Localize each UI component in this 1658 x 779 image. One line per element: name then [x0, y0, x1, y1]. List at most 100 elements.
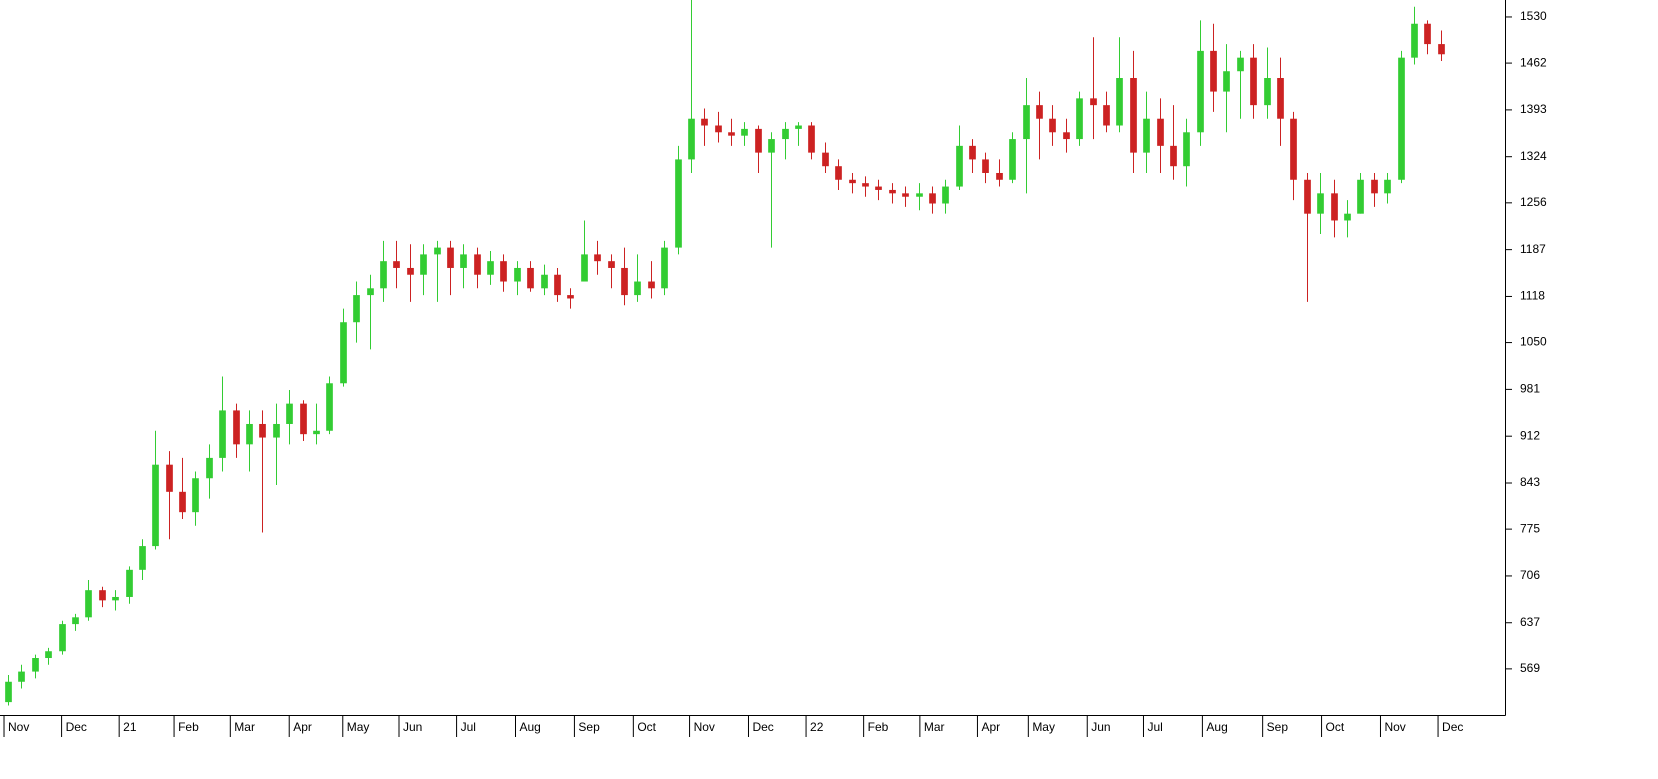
candle-body — [1331, 193, 1338, 221]
y-tick-label: 1393 — [1520, 102, 1547, 116]
candle-body — [487, 261, 494, 275]
candle-body — [1143, 118, 1150, 153]
candle-body — [18, 671, 25, 682]
candle-body — [661, 247, 668, 289]
y-tick-label: 1256 — [1520, 195, 1547, 209]
candle-body — [1317, 193, 1324, 214]
y-tick-label: 981 — [1520, 382, 1540, 396]
candle-body — [72, 617, 79, 625]
candle-body — [608, 261, 615, 268]
y-tick-label: 1462 — [1520, 55, 1547, 69]
candle-body — [782, 128, 789, 140]
candle-body — [393, 261, 400, 268]
candle-body — [1103, 105, 1110, 126]
candle-body — [1264, 78, 1271, 106]
candle-body — [808, 125, 815, 153]
candle-body — [1250, 57, 1257, 106]
candle-body — [1130, 78, 1137, 153]
candle-body — [326, 383, 333, 431]
y-tick-label: 1530 — [1520, 9, 1547, 23]
x-tick-label: Mar — [234, 720, 255, 734]
x-tick-label: Jun — [1091, 720, 1110, 734]
candle-body — [1237, 57, 1244, 72]
x-tick-label: Jul — [1147, 720, 1162, 734]
candle-body — [1049, 118, 1056, 133]
candle-body — [996, 172, 1003, 180]
y-tick-label: 706 — [1520, 568, 1540, 582]
candle-body — [1157, 118, 1164, 146]
candle-body — [219, 410, 226, 458]
candle-body — [179, 491, 186, 513]
candle-body — [353, 295, 360, 323]
candle-body — [233, 410, 240, 445]
candle-body — [634, 281, 641, 296]
candle-body — [956, 145, 963, 187]
candle-body — [514, 267, 521, 282]
candle-body — [1116, 78, 1123, 126]
y-tick-label: 1187 — [1520, 242, 1546, 256]
candle-body — [875, 186, 882, 190]
candle-body — [139, 546, 146, 570]
candle-body — [675, 159, 682, 248]
candle-body — [1090, 98, 1097, 106]
candle-body — [822, 152, 829, 167]
candle-body — [1036, 105, 1043, 119]
x-tick-label: May — [347, 720, 370, 734]
candle-body — [741, 128, 748, 136]
candle-body — [835, 166, 842, 180]
x-tick-label: Nov — [1384, 720, 1405, 734]
x-tick-label: Nov — [8, 720, 29, 734]
y-tick-label: 1324 — [1520, 149, 1547, 163]
x-tick-label: Sep — [1267, 720, 1289, 734]
candle-body — [1411, 23, 1418, 58]
candle-body — [554, 274, 561, 296]
candle-body — [259, 423, 266, 438]
candle-body — [166, 464, 173, 492]
candle-body — [527, 267, 534, 289]
x-tick-label: Feb — [178, 720, 199, 734]
candle-body — [313, 430, 320, 435]
candle-body — [902, 193, 909, 197]
y-tick-label: 569 — [1520, 661, 1540, 675]
x-tick-label: 22 — [810, 720, 824, 734]
candle-body — [380, 261, 387, 289]
candle-body — [1023, 105, 1030, 140]
candle-body — [85, 590, 92, 618]
candle-body — [1384, 179, 1391, 194]
candle-body — [434, 247, 441, 255]
candle-body — [929, 193, 936, 204]
candle-body — [32, 658, 39, 672]
candle-body — [273, 423, 280, 438]
candle-body — [755, 128, 762, 153]
candle-body — [728, 132, 735, 136]
candle-body — [1210, 50, 1217, 92]
x-tick-label: Aug — [1206, 720, 1227, 734]
x-tick-label: Jul — [461, 720, 476, 734]
candle-body — [407, 267, 414, 275]
y-tick-label: 775 — [1520, 521, 1540, 535]
candle-body — [192, 478, 199, 513]
x-tick-label: Sep — [578, 720, 600, 734]
x-tick-label: Oct — [637, 720, 656, 734]
candle-body — [286, 403, 293, 424]
candle-body — [942, 186, 949, 204]
candle-body — [715, 125, 722, 133]
candle-body — [1357, 179, 1364, 214]
y-tick-label: 1118 — [1520, 289, 1545, 303]
candle-body — [688, 118, 695, 160]
candle-body — [567, 295, 574, 299]
x-tick-label: Mar — [924, 720, 945, 734]
candle-body — [849, 179, 856, 184]
x-tick-label: Feb — [868, 720, 889, 734]
candle-body — [99, 590, 106, 601]
candle-body — [1344, 213, 1351, 221]
candle-body — [1398, 57, 1405, 180]
candle-body — [621, 267, 628, 296]
candle-body — [112, 596, 119, 601]
candle-body — [1183, 132, 1190, 167]
candle-body — [648, 281, 655, 289]
x-tick-label: Apr — [293, 720, 312, 734]
x-tick-label: Dec — [1442, 720, 1463, 734]
candle-body — [1290, 118, 1297, 180]
